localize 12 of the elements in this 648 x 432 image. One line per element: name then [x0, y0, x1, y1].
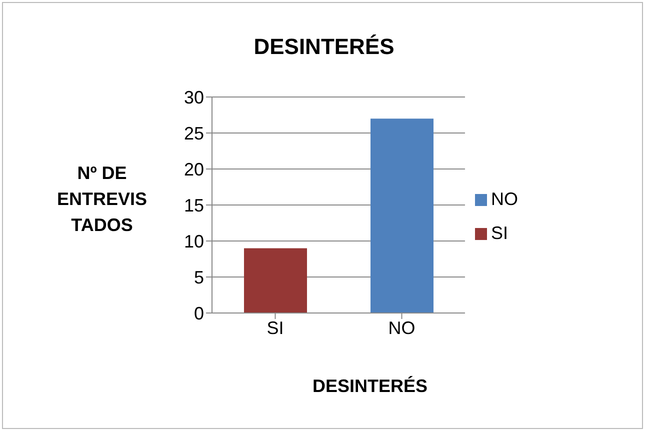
y-tick-label: 25: [184, 123, 204, 144]
legend-label: NO: [491, 189, 518, 209]
x-axis-title: DESINTERÉS: [311, 376, 429, 397]
y-tick-label: 10: [184, 231, 204, 252]
y-tick-label: 15: [184, 195, 204, 216]
y-tick-label: 5: [194, 267, 204, 288]
y-axis-title: Nº DE ENTREVISTADOS: [56, 162, 148, 237]
y-tick-label: 20: [184, 159, 204, 180]
legend-label: SI: [491, 223, 508, 243]
y-tick-label: 30: [184, 87, 204, 108]
chart-title: DESINTERÉS: [252, 34, 396, 60]
y-tick-label: 0: [194, 303, 204, 324]
